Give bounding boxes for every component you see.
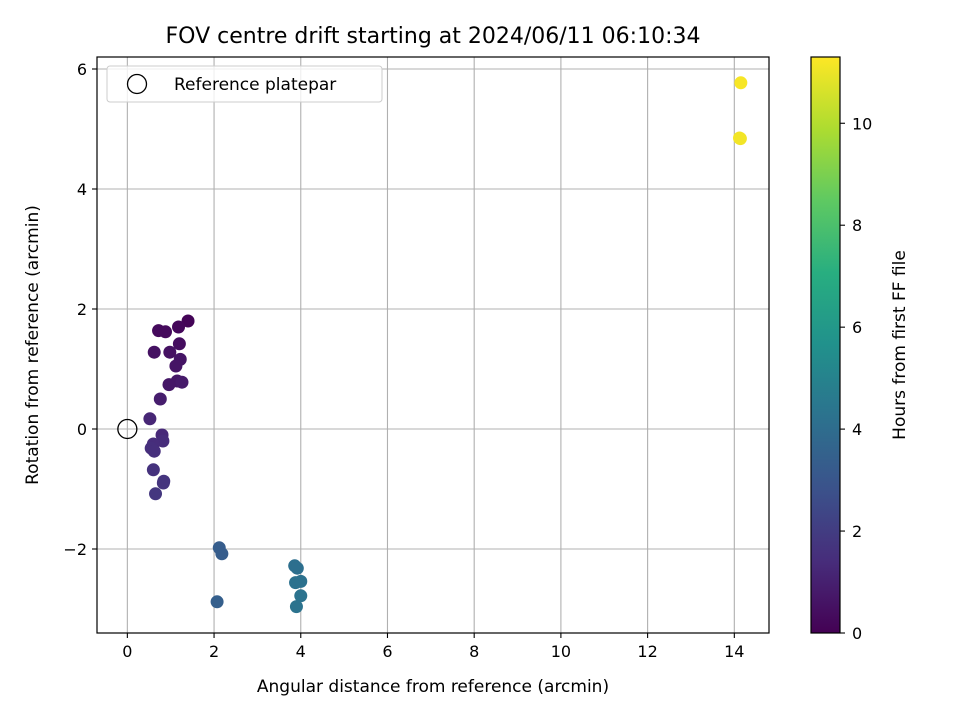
data-point bbox=[159, 325, 173, 339]
data-point bbox=[147, 345, 161, 359]
data-point bbox=[175, 375, 189, 389]
data-point bbox=[153, 392, 167, 406]
legend: Reference platepar bbox=[106, 65, 383, 103]
y-tick-label: 0 bbox=[77, 420, 87, 439]
colorbar: 0 2 4 6 8 10 Hours from first FF file bbox=[810, 56, 910, 643]
grid-lines bbox=[97, 57, 769, 633]
data-point bbox=[172, 320, 186, 334]
colorbar-tick-label: 4 bbox=[852, 420, 862, 439]
x-axis-label: Angular distance from reference (arcmin) bbox=[257, 677, 609, 697]
colorbar-tick-label: 2 bbox=[852, 522, 862, 541]
legend-marker-reference bbox=[126, 73, 148, 95]
data-point bbox=[181, 314, 195, 328]
colorbar-label: Hours from first FF file bbox=[890, 250, 910, 440]
x-axis-ticks: 0 2 4 6 8 10 12 14 bbox=[122, 633, 744, 661]
y-axis-ticks: −2 0 2 4 6 bbox=[63, 60, 97, 559]
x-tick-label: 4 bbox=[296, 642, 306, 661]
colorbar-gradient bbox=[810, 56, 841, 634]
colorbar-tick-label: 0 bbox=[852, 624, 862, 643]
data-point bbox=[733, 132, 747, 146]
data-point bbox=[210, 595, 224, 609]
data-point bbox=[146, 463, 160, 477]
data-point bbox=[290, 561, 304, 575]
data-point bbox=[156, 476, 170, 490]
colorbar-tick-label: 6 bbox=[852, 318, 862, 337]
data-point bbox=[215, 547, 229, 561]
x-tick-label: 12 bbox=[637, 642, 657, 661]
colorbar-tick-label: 8 bbox=[852, 216, 862, 235]
legend-box bbox=[106, 65, 383, 103]
y-axis-label: Rotation from reference (arcmin) bbox=[23, 205, 43, 485]
data-point bbox=[162, 378, 176, 392]
colorbar-tick-label: 10 bbox=[852, 114, 872, 133]
x-tick-label: 14 bbox=[724, 642, 744, 661]
colorbar-ticks: 0 2 4 6 8 10 bbox=[840, 114, 872, 643]
reference-platepar-marker bbox=[117, 418, 138, 440]
plot-frame bbox=[96, 56, 770, 634]
data-point bbox=[163, 345, 177, 359]
data-point bbox=[294, 574, 308, 588]
data-point bbox=[172, 337, 186, 351]
y-tick-label: 6 bbox=[77, 60, 87, 79]
x-tick-label: 2 bbox=[209, 642, 219, 661]
data-point bbox=[147, 444, 161, 458]
data-points bbox=[143, 76, 748, 614]
y-tick-label: 4 bbox=[77, 180, 87, 199]
chart-title: FOV centre drift starting at 2024/06/11 … bbox=[166, 24, 701, 49]
data-point bbox=[169, 359, 183, 373]
y-tick-label: 2 bbox=[77, 300, 87, 319]
data-point bbox=[734, 76, 748, 90]
x-tick-label: 10 bbox=[551, 642, 571, 661]
x-tick-label: 8 bbox=[469, 642, 479, 661]
x-tick-label: 6 bbox=[382, 642, 392, 661]
y-tick-label: −2 bbox=[63, 540, 87, 559]
legend-label-reference: Reference platepar bbox=[174, 75, 336, 95]
x-tick-label: 0 bbox=[122, 642, 132, 661]
data-point bbox=[294, 589, 308, 603]
data-point bbox=[143, 412, 157, 426]
reference-marker-group bbox=[117, 418, 138, 440]
data-point bbox=[289, 600, 303, 614]
data-point bbox=[149, 487, 163, 501]
